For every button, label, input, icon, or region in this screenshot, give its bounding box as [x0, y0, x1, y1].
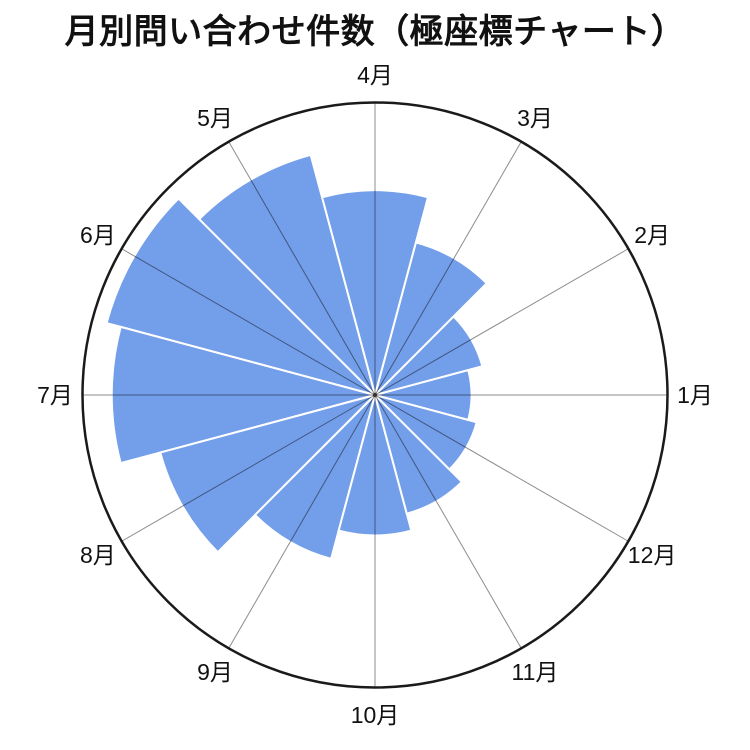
polar-wedge-7月[interactable]: [110, 325, 379, 465]
angle-axis-label-8月: 8月: [80, 542, 116, 568]
angle-axis-label-4月: 4月: [357, 62, 393, 88]
angle-axis-label-10月: 10月: [351, 702, 400, 728]
angle-axis-line-6月: [121, 248, 376, 396]
polar-wedge-10月[interactable]: [337, 391, 413, 537]
angle-axis-label-1月: 1月: [677, 382, 713, 408]
outer-circle-gridline: [81, 101, 669, 689]
polar-center-dot: [372, 392, 378, 398]
angle-axis-line-3月: [374, 141, 522, 396]
angle-axis-label-3月: 3月: [517, 105, 553, 131]
polar-wedge-11月[interactable]: [373, 391, 464, 515]
polar-wedge-8月[interactable]: [159, 393, 379, 554]
angle-axis-line-8月: [121, 394, 376, 542]
angle-axis-label-2月: 2月: [634, 222, 670, 248]
chart-title: 月別問い合わせ件数（極座標チャート）: [64, 13, 686, 51]
polar-wedge-9月[interactable]: [253, 391, 377, 561]
angle-axis-line-11月: [374, 394, 522, 649]
polar-wedge-12月[interactable]: [371, 393, 478, 471]
polar-wedge-6月[interactable]: [105, 197, 379, 397]
angle-axis-label-12月: 12月: [628, 542, 677, 568]
angle-axis-label-6月: 6月: [80, 222, 116, 248]
angle-axis-line-2月: [374, 248, 629, 396]
angle-axis-label-11月: 11月: [512, 659, 559, 685]
polar-wedge-4月[interactable]: [320, 189, 430, 399]
angle-axis-line-5月: [228, 141, 376, 396]
angle-axis-label-5月: 5月: [197, 105, 233, 131]
angle-axis-label-7月: 7月: [37, 382, 73, 408]
angle-axis-line-12月: [374, 394, 629, 542]
angle-axis-line-9月: [228, 394, 376, 649]
polar-wedge-5月[interactable]: [197, 153, 377, 399]
angle-axis-label-9月: 9月: [197, 659, 233, 685]
